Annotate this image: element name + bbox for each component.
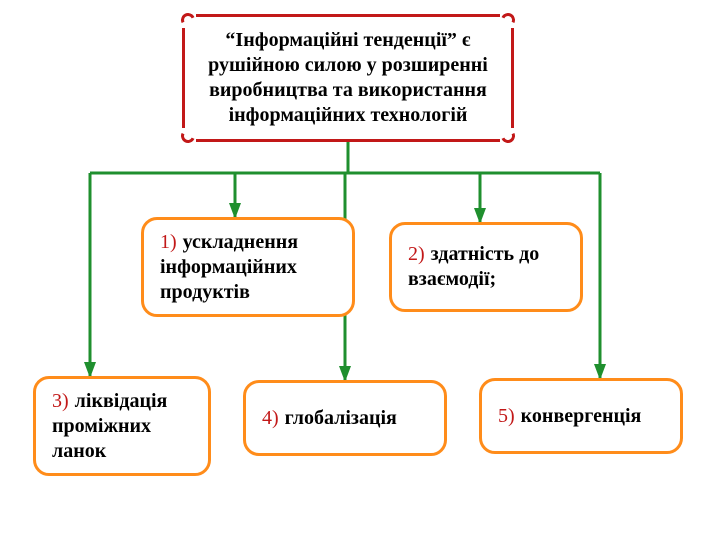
plaque-edge	[511, 28, 514, 128]
plaque-corner-curl	[499, 127, 517, 145]
node-label: здатність до взаємодії;	[408, 243, 539, 290]
node-number: 2)	[408, 243, 425, 265]
title-plaque: “Інформаційні тенденції” є рушійною сило…	[182, 14, 514, 142]
node-n5: 5) конвергенція	[479, 378, 683, 454]
node-label: ліквідація проміжних ланок	[52, 390, 167, 462]
node-number: 1)	[160, 231, 177, 253]
title-text: “Інформаційні тенденції” є рушійною сило…	[200, 28, 496, 128]
node-label: ускладнення інформаційних продуктів	[160, 231, 298, 303]
node-number: 4)	[262, 407, 279, 429]
plaque-edge	[182, 28, 185, 128]
node-text-wrap: 5) конвергенція	[498, 404, 641, 429]
node-n1: 1)ускладнення інформаційних продуктів	[141, 217, 355, 317]
node-number: 3)	[52, 390, 69, 412]
node-n3: 3)ліквідація проміжних ланок	[33, 376, 211, 476]
node-label: глобалізація	[285, 407, 397, 429]
node-text-wrap: 2)здатність до взаємодії;	[408, 242, 564, 292]
plaque-edge	[196, 14, 500, 17]
node-n2: 2)здатність до взаємодії;	[389, 222, 583, 312]
node-text-wrap: 3)ліквідація проміжних ланок	[52, 389, 192, 464]
plaque-corner-curl	[499, 11, 517, 29]
node-number: 5)	[498, 405, 515, 427]
plaque-corner-curl	[179, 127, 197, 145]
diagram-stage: { "canvas": { "w": 720, "h": 540, "bg": …	[0, 0, 720, 540]
node-label: конвергенція	[521, 405, 642, 427]
node-n4: 4) глобалізація	[243, 380, 447, 456]
plaque-edge	[196, 139, 500, 142]
node-text-wrap: 1)ускладнення інформаційних продуктів	[160, 230, 336, 305]
node-text-wrap: 4) глобалізація	[262, 406, 397, 431]
plaque-corner-curl	[179, 11, 197, 29]
